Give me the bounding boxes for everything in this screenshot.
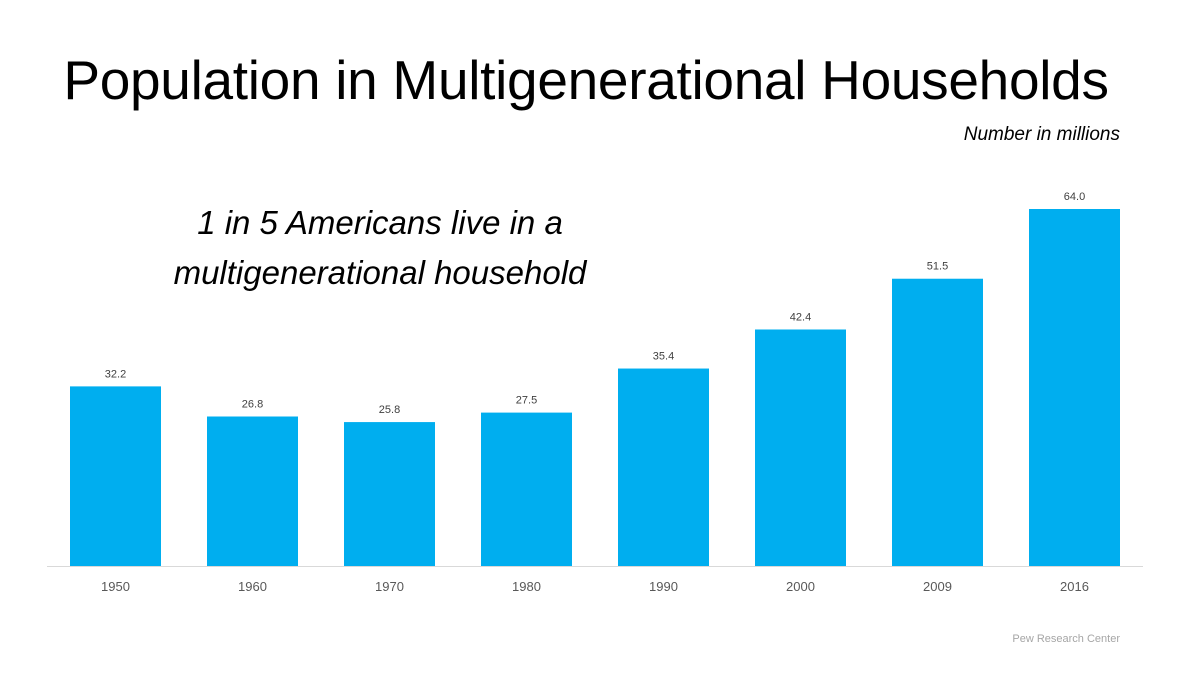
callout-line-1: 1 in 5 Americans live in a — [197, 204, 563, 241]
x-tick-label-2016: 2016 — [1060, 579, 1089, 594]
x-tick-label-1980: 1980 — [512, 579, 541, 594]
bar-2000 — [755, 329, 846, 566]
data-label-1970: 25.8 — [379, 404, 400, 416]
bar-2009 — [892, 278, 983, 566]
data-label-1990: 35.4 — [653, 351, 674, 363]
chart-subtitle: Number in millions — [963, 124, 1120, 145]
x-tick-label-2009: 2009 — [923, 579, 952, 594]
x-tick-label-1990: 1990 — [649, 579, 678, 594]
chart-title: Population in Multigenerational Househol… — [63, 49, 1109, 111]
bar-1970 — [344, 422, 435, 566]
callout-line-2: multigenerational household — [173, 254, 587, 291]
bar-1980 — [481, 412, 572, 566]
x-tick-label-1970: 1970 — [375, 579, 404, 594]
x-tick-label-1960: 1960 — [238, 579, 267, 594]
bar-1950 — [70, 386, 161, 566]
bar-1990 — [618, 368, 709, 566]
callout-text: 1 in 5 Americans live in a multigenerati… — [120, 198, 640, 298]
bar-2016 — [1029, 209, 1120, 566]
data-label-1980: 27.5 — [516, 395, 537, 407]
source-credit: Pew Research Center — [1012, 633, 1120, 645]
data-label-2016: 64.0 — [1064, 191, 1085, 203]
data-label-2000: 42.4 — [790, 311, 811, 323]
bar-1960 — [207, 416, 298, 566]
data-label-2009: 51.5 — [927, 261, 948, 273]
x-tick-label-1950: 1950 — [101, 579, 130, 594]
data-label-1960: 26.8 — [242, 399, 263, 411]
data-label-1950: 32.2 — [105, 368, 126, 380]
x-tick-label-2000: 2000 — [786, 579, 815, 594]
